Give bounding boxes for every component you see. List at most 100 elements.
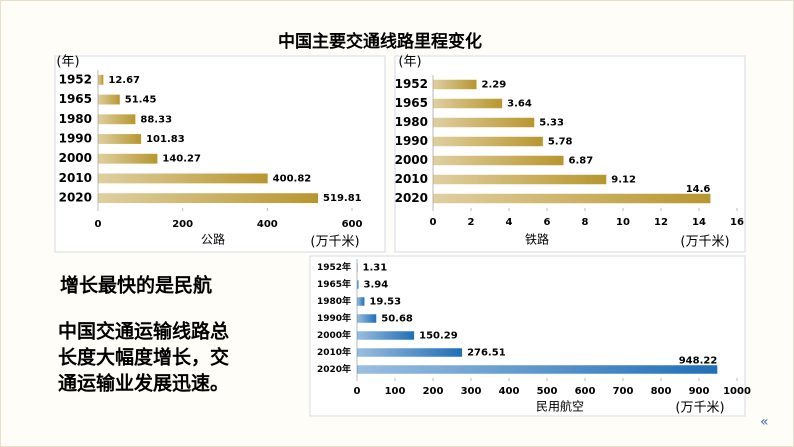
conclusion-line: 中国交通运输线路总 [58,320,229,343]
x-tick-label: 6 [544,217,551,228]
y-tick-label: 2010 [395,172,428,186]
value-label: 948.22 [679,355,718,366]
unit-label: (万千米) [310,235,359,250]
unit-label: (万千米) [675,401,724,416]
x-axis-label: 公路 [201,232,225,247]
x-tick-label: 900 [689,386,710,397]
y-tick-label: 1952 [395,77,428,91]
conclusion-line: 通运输业发展迅速。 [58,372,229,395]
value-label: 50.68 [381,314,413,325]
x-tick-label: 0 [95,219,102,230]
x-tick-label: 4 [506,217,513,228]
y-tick-label: 1965年 [317,278,351,290]
x-tick-label: 0 [354,386,361,397]
value-label: 12.67 [108,75,140,86]
x-tick-label: 1000 [723,386,751,397]
y-tick-label: 2020 [395,191,428,205]
bar [433,193,711,204]
y-tick-label: 1952 [59,72,92,86]
bar [433,117,535,128]
value-label: 101.83 [146,134,185,145]
bar [357,314,377,323]
x-tick-label: 600 [342,219,363,230]
bar [357,297,365,306]
x-tick-label: 2 [468,217,475,228]
y-axis-label: (年) [56,55,79,70]
conclusion-line: 长度大幅度增长，交 [58,346,229,369]
bar [357,331,415,340]
nav-icon[interactable]: « [760,414,769,430]
x-tick-label: 14 [692,217,706,228]
value-label: 5.33 [539,118,564,129]
y-tick-label: 2020年 [317,363,351,375]
y-tick-label: 1990 [59,132,92,146]
bar [357,280,359,289]
y-tick-label: 2010 [59,171,92,185]
x-tick-label: 0 [430,217,437,228]
bar [433,174,607,185]
x-tick-label: 8 [582,217,589,228]
x-tick-label: 500 [537,386,558,397]
bar [98,173,268,184]
x-tick-label: 200 [423,386,444,397]
value-label: 140.27 [162,154,201,165]
x-tick-label: 12 [654,217,668,228]
y-tick-label: 2020 [59,191,92,205]
bar [433,136,543,147]
x-tick-label: 10 [616,217,630,228]
x-axis-label: 民用航空 [536,399,584,414]
x-tick-label: 400 [257,219,278,230]
x-tick-label: 100 [385,386,406,397]
bar [357,365,718,374]
bar [433,98,503,109]
y-tick-label: 1980 [59,112,92,126]
value-label: 3.64 [507,99,532,110]
bar [357,348,463,357]
bar [433,155,564,166]
bar [98,74,104,85]
unit-label: (万千米) [680,235,729,250]
y-tick-label: 1990年 [317,312,351,324]
y-tick-label: 1952年 [317,261,351,273]
value-label: 5.78 [548,137,573,148]
y-axis-label: (年) [398,55,421,70]
bar [98,153,158,164]
y-tick-label: 1980年 [317,295,351,307]
x-tick-label: 16 [730,217,744,228]
highlight-text: 增长最快的是民航 [60,274,212,297]
y-tick-label: 2000 [59,151,92,165]
value-label: 88.33 [140,114,172,125]
chart-panel [309,255,746,417]
x-axis-label: 铁路 [525,232,549,247]
value-label: 14.6 [686,184,711,195]
x-tick-label: 300 [461,386,482,397]
value-label: 519.81 [323,193,362,204]
y-tick-label: 2010年 [317,346,351,358]
value-label: 51.45 [125,95,157,106]
value-label: 2.29 [482,80,507,91]
y-tick-label: 1980 [395,115,428,129]
y-tick-label: 1965 [59,92,92,106]
value-label: 9.12 [611,175,636,186]
value-label: 3.94 [363,280,388,291]
value-label: 1.31 [362,263,387,274]
y-tick-label: 1965 [395,96,428,110]
bar [98,134,142,144]
value-label: 150.29 [419,331,458,342]
bar [433,79,477,90]
x-tick-label: 200 [172,219,193,230]
y-tick-label: 1990 [395,134,428,148]
y-tick-label: 2000 [395,153,428,167]
slide-title: 中国主要交通线路里程变化 [278,31,482,52]
x-tick-label: 800 [651,386,672,397]
bar [98,114,136,125]
value-label: 19.53 [369,297,401,308]
value-label: 400.82 [273,173,312,184]
x-tick-label: 700 [613,386,634,397]
x-tick-label: 600 [575,386,596,397]
value-label: 276.51 [467,348,506,359]
x-tick-label: 400 [499,386,520,397]
bar [98,94,120,105]
